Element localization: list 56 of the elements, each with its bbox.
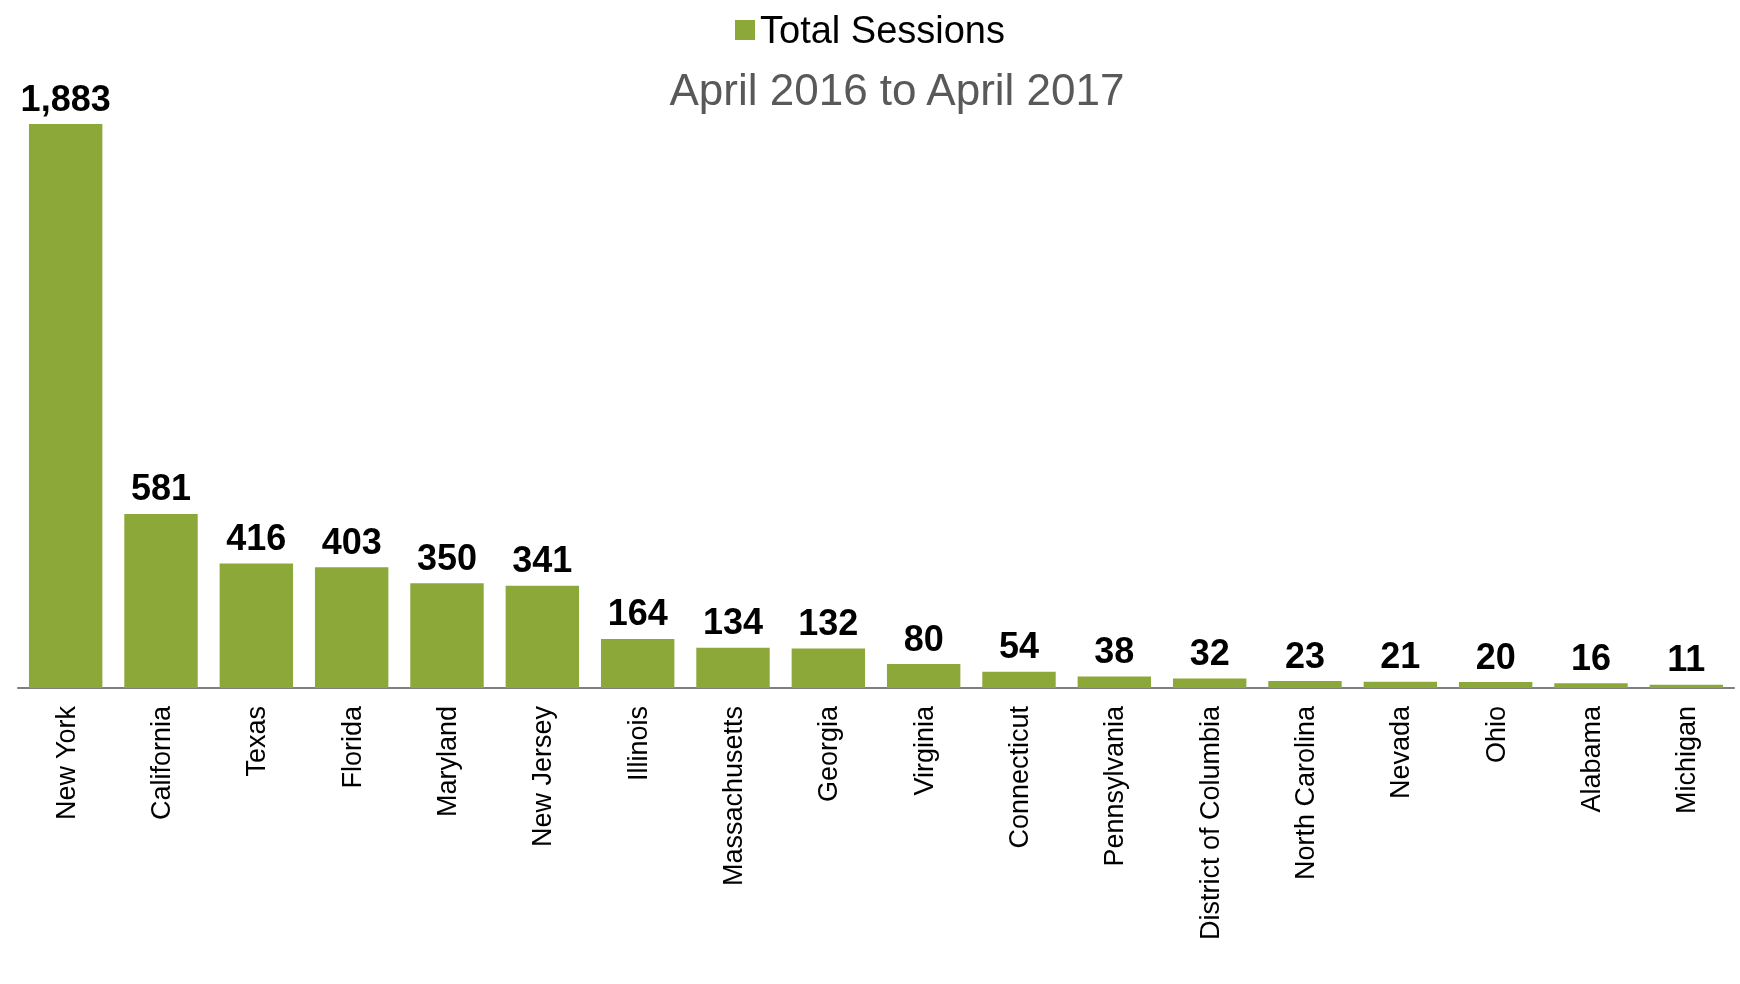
bar xyxy=(28,124,103,688)
x-tick-label: District of Columbia xyxy=(1194,705,1225,941)
data-label: 21 xyxy=(1380,635,1421,677)
x-tick-label: Maryland xyxy=(432,706,462,818)
data-label: 38 xyxy=(1094,630,1135,672)
bar xyxy=(124,513,198,688)
bar xyxy=(1458,682,1533,688)
x-tick-label: Nevada xyxy=(1385,705,1416,800)
bar xyxy=(600,638,675,688)
bar xyxy=(410,583,484,688)
x-tick-label: Florida xyxy=(336,705,367,789)
data-label: 1,883 xyxy=(20,77,111,119)
data-label: 54 xyxy=(998,625,1040,667)
bar xyxy=(696,647,770,688)
data-label: 134 xyxy=(702,601,764,643)
x-tick-label: Illinois xyxy=(622,706,653,782)
bar xyxy=(505,585,580,688)
data-label: 23 xyxy=(1284,634,1326,676)
data-label: 416 xyxy=(226,516,287,558)
x-tick-label: Virginia xyxy=(908,705,939,796)
bar xyxy=(1363,681,1438,688)
data-label: 350 xyxy=(416,536,478,578)
data-label: 164 xyxy=(607,592,668,634)
bar xyxy=(1172,678,1247,688)
data-label: 20 xyxy=(1475,635,1516,677)
x-tick-label: Connecticut xyxy=(1004,705,1034,849)
data-label: 341 xyxy=(512,539,573,581)
data-label: 132 xyxy=(798,601,859,643)
bar xyxy=(1268,681,1342,688)
x-tick-label: Alabama xyxy=(1576,705,1606,813)
data-label: 403 xyxy=(321,520,382,562)
bar xyxy=(1077,676,1152,688)
x-tick-label: California xyxy=(146,705,176,821)
bar xyxy=(314,567,389,688)
data-label: 11 xyxy=(1667,638,1706,680)
x-tick-label: New Jersey xyxy=(527,705,558,848)
chart-title: April 2016 to April 2017 xyxy=(669,64,1125,114)
data-label: 16 xyxy=(1570,636,1612,678)
x-tick-label: Michigan xyxy=(1671,706,1702,815)
x-tick-label: Massachusetts xyxy=(718,706,748,887)
bar xyxy=(886,664,961,688)
data-label: 32 xyxy=(1189,631,1230,673)
x-tick-label: New York xyxy=(50,705,81,821)
x-tick-label: Ohio xyxy=(1480,706,1511,764)
bar xyxy=(219,563,294,688)
bar xyxy=(982,671,1056,688)
bar xyxy=(791,648,866,688)
bar xyxy=(1554,683,1628,688)
data-label: 80 xyxy=(903,617,944,659)
x-tick-label: Texas xyxy=(241,706,272,777)
bar xyxy=(1649,684,1724,688)
legend-label: Total Sessions xyxy=(759,9,1006,51)
x-tick-label: Georgia xyxy=(813,705,844,803)
x-tick-label: North Carolina xyxy=(1290,705,1320,881)
data-label: 581 xyxy=(130,467,192,509)
x-tick-label: Pennsylvania xyxy=(1099,705,1130,867)
